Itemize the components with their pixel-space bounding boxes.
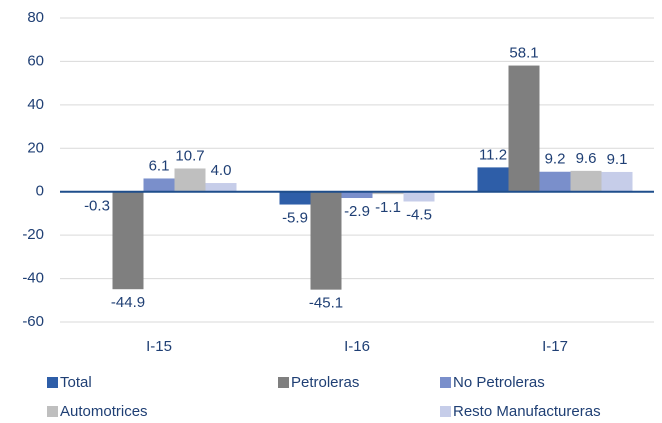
value-label: -2.9 — [344, 203, 370, 220]
bar — [570, 170, 602, 192]
bar — [601, 171, 633, 192]
x-tick-label: I-17 — [542, 338, 568, 355]
value-label: -0.3 — [84, 197, 110, 214]
y-tick-label: 40 — [27, 96, 44, 113]
legend-swatch — [440, 406, 451, 417]
y-tick-label: 0 — [36, 183, 44, 200]
value-label: -5.9 — [282, 209, 308, 226]
legend-swatch — [47, 406, 58, 417]
value-label: -4.5 — [406, 206, 432, 223]
value-label: 10.7 — [175, 147, 204, 164]
legend-label: No Petroleras — [453, 374, 545, 391]
y-tick-label: -60 — [22, 313, 44, 330]
bar — [112, 191, 144, 290]
value-label: 11.2 — [479, 146, 507, 163]
value-label: 9.1 — [607, 151, 628, 168]
bar — [310, 191, 342, 290]
legend-swatch — [440, 377, 451, 388]
y-tick-label: -40 — [22, 270, 44, 287]
bar — [372, 191, 404, 195]
legend-label: Total — [60, 374, 92, 391]
bar — [279, 191, 311, 205]
x-tick-label: I-16 — [344, 338, 370, 355]
value-label: 6.1 — [149, 157, 170, 174]
bar — [174, 168, 206, 192]
bar — [539, 171, 571, 192]
bar — [143, 178, 175, 192]
value-label: 9.6 — [576, 150, 597, 167]
legend-swatch — [278, 377, 289, 388]
bar — [403, 191, 435, 202]
value-label: -44.9 — [111, 294, 145, 311]
bar — [341, 191, 373, 199]
bar — [205, 183, 237, 192]
x-tick-label: I-15 — [146, 338, 172, 355]
legend-label: Automotrices — [60, 403, 148, 420]
legend-swatch — [47, 377, 58, 388]
bar — [477, 167, 509, 192]
value-label: 58.1 — [509, 45, 538, 62]
legend-label: Resto Manufactureras — [453, 403, 601, 420]
legend-label: Petroleras — [291, 374, 359, 391]
value-label: 4.0 — [211, 162, 232, 179]
value-label: 9.2 — [545, 151, 566, 168]
bar — [508, 65, 540, 192]
y-tick-label: 60 — [27, 52, 44, 69]
y-tick-label: 80 — [27, 9, 44, 26]
y-tick-label: 20 — [27, 139, 44, 156]
y-tick-label: -20 — [22, 226, 44, 243]
value-label: -45.1 — [309, 295, 343, 312]
value-label: -1.1 — [375, 199, 401, 216]
